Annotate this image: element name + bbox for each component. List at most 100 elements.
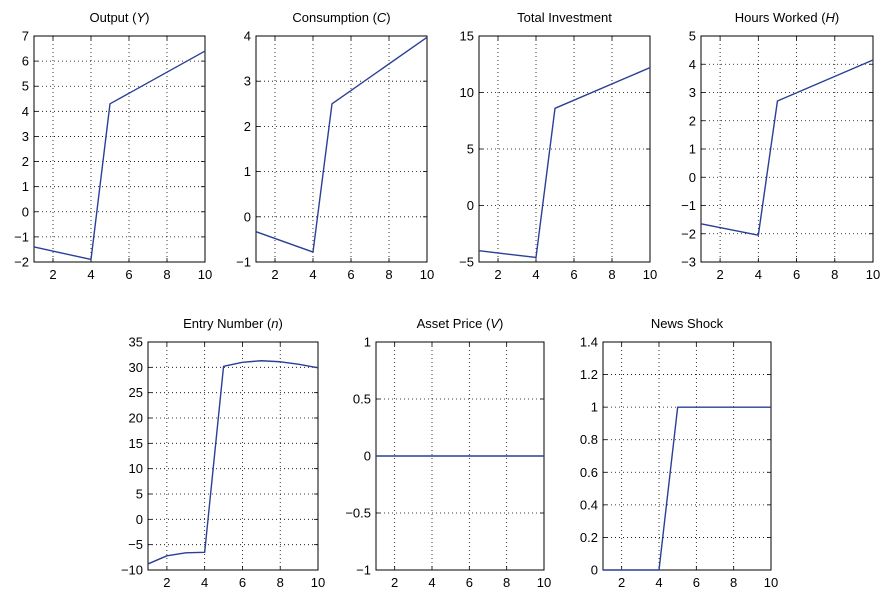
y-tick-label: −1 xyxy=(356,563,371,578)
x-tick-label: 4 xyxy=(755,267,762,282)
chart-panel: 2 4 6 8 10 0 0.2 0.4 0.6 0.8 1 1.2 1.4 News Shock xyxy=(580,316,778,590)
y-tick-label: −5 xyxy=(459,255,474,270)
y-tick-label: 2 xyxy=(689,113,696,128)
y-tick-label: 25 xyxy=(129,385,143,400)
y-tick-label: 4 xyxy=(22,104,29,119)
y-tick-label: 20 xyxy=(129,411,143,426)
y-tick-label: 5 xyxy=(136,487,143,502)
y-tick-label: 3 xyxy=(689,85,696,100)
x-tick-label: 8 xyxy=(163,267,170,282)
y-tick-label: 0 xyxy=(467,198,474,213)
x-tick-label: 10 xyxy=(311,575,325,590)
chart-title: Asset Price (V) xyxy=(417,316,504,331)
y-tick-label: −1 xyxy=(681,198,696,213)
y-tick-label: 0.4 xyxy=(580,497,598,512)
y-tick-label: 1.4 xyxy=(580,335,598,350)
y-tick-label: 0 xyxy=(591,563,598,578)
x-tick-label: 2 xyxy=(391,575,398,590)
y-tick-label: −3 xyxy=(681,255,696,270)
y-tick-label: 0.8 xyxy=(580,432,598,447)
chart-panel: 2 4 6 8 10 −1 0 1 2 3 4 Consumption (C) xyxy=(236,10,434,282)
y-tick-label: 0 xyxy=(364,449,371,464)
x-tick-label: 10 xyxy=(866,267,880,282)
chart-title: Total Investment xyxy=(517,10,612,25)
x-tick-label: 4 xyxy=(87,267,94,282)
y-tick-label: −1 xyxy=(14,229,29,244)
y-tick-label: 10 xyxy=(129,461,143,476)
x-tick-label: 2 xyxy=(494,267,501,282)
axes-frame xyxy=(147,341,319,571)
y-tick-label: 0.6 xyxy=(580,465,598,480)
axes-frame xyxy=(602,341,772,571)
x-tick-label: 8 xyxy=(277,575,284,590)
series-line xyxy=(478,66,651,259)
x-tick-label: 10 xyxy=(198,267,212,282)
series-line xyxy=(603,406,771,571)
y-tick-label: 1 xyxy=(689,142,696,157)
y-tick-label: −2 xyxy=(681,226,696,241)
x-tick-label: 4 xyxy=(532,267,539,282)
y-tick-label: 7 xyxy=(22,29,29,44)
y-tick-label: 1.2 xyxy=(580,367,598,382)
y-tick-label: 0 xyxy=(22,204,29,219)
y-tick-label: 4 xyxy=(244,29,251,44)
axes-frame xyxy=(478,35,651,263)
chart-title: News Shock xyxy=(651,316,724,331)
x-tick-label: 6 xyxy=(466,575,473,590)
chart-panel: 2 4 6 8 10 −1 −0.5 0 0.5 1 Asset Price (V) xyxy=(345,316,551,590)
y-tick-label: 5 xyxy=(467,142,474,157)
y-tick-label: 0.5 xyxy=(353,392,371,407)
x-tick-label: 10 xyxy=(420,267,434,282)
axes-frame xyxy=(700,35,874,263)
x-tick-label: 8 xyxy=(608,267,615,282)
series-line xyxy=(33,50,206,261)
y-tick-label: 1 xyxy=(22,179,29,194)
x-tick-label: 8 xyxy=(831,267,838,282)
y-tick-label: 3 xyxy=(22,129,29,144)
y-tick-label: 4 xyxy=(689,57,696,72)
series-line xyxy=(700,59,874,236)
series-line xyxy=(147,360,319,565)
x-tick-label: 4 xyxy=(309,267,316,282)
axes-frame xyxy=(33,35,206,263)
y-tick-label: 2 xyxy=(244,119,251,134)
y-tick-label: −0.5 xyxy=(345,506,371,521)
y-tick-label: 3 xyxy=(244,74,251,89)
x-tick-label: 2 xyxy=(618,575,625,590)
y-tick-label: 0 xyxy=(136,512,143,527)
y-tick-label: 1 xyxy=(591,400,598,415)
x-tick-label: 6 xyxy=(570,267,577,282)
x-tick-label: 6 xyxy=(347,267,354,282)
y-tick-label: 1 xyxy=(364,335,371,350)
y-tick-label: −1 xyxy=(236,255,251,270)
chart-title: Consumption (C) xyxy=(292,10,390,25)
x-tick-label: 4 xyxy=(201,575,208,590)
y-tick-label: 2 xyxy=(22,154,29,169)
x-tick-label: 8 xyxy=(503,575,510,590)
x-tick-label: 2 xyxy=(716,267,723,282)
y-tick-label: 5 xyxy=(689,29,696,44)
chart-panel: 2 4 6 8 10 −3 −2 −1 0 1 2 3 4 5 Hours Worked (H) xyxy=(681,10,880,282)
chart-panel: 2 4 6 8 10 −2 −1 0 1 2 3 4 5 6 7 Output (Y) xyxy=(14,10,212,282)
y-tick-label: −10 xyxy=(121,563,143,578)
y-tick-label: 0 xyxy=(689,170,696,185)
y-tick-label: 15 xyxy=(460,29,474,44)
y-tick-label: 35 xyxy=(129,335,143,350)
chart-title: Hours Worked (H) xyxy=(735,10,840,25)
x-tick-label: 6 xyxy=(239,575,246,590)
y-tick-label: 30 xyxy=(129,360,143,375)
x-tick-label: 6 xyxy=(793,267,800,282)
series-line xyxy=(255,36,428,253)
y-tick-label: 6 xyxy=(22,54,29,69)
x-tick-label: 10 xyxy=(643,267,657,282)
chart-panel: 2 4 6 8 10 −10 −5 0 5 10 15 20 25 30 35 Entry Number (n… xyxy=(121,316,325,590)
x-tick-label: 2 xyxy=(271,267,278,282)
x-tick-label: 4 xyxy=(655,575,662,590)
axes-frame xyxy=(255,35,428,263)
y-tick-label: 0 xyxy=(244,209,251,224)
y-tick-label: 5 xyxy=(22,79,29,94)
x-tick-label: 2 xyxy=(163,575,170,590)
x-tick-label: 2 xyxy=(49,267,56,282)
x-tick-label: 8 xyxy=(730,575,737,590)
y-tick-label: −2 xyxy=(14,255,29,270)
